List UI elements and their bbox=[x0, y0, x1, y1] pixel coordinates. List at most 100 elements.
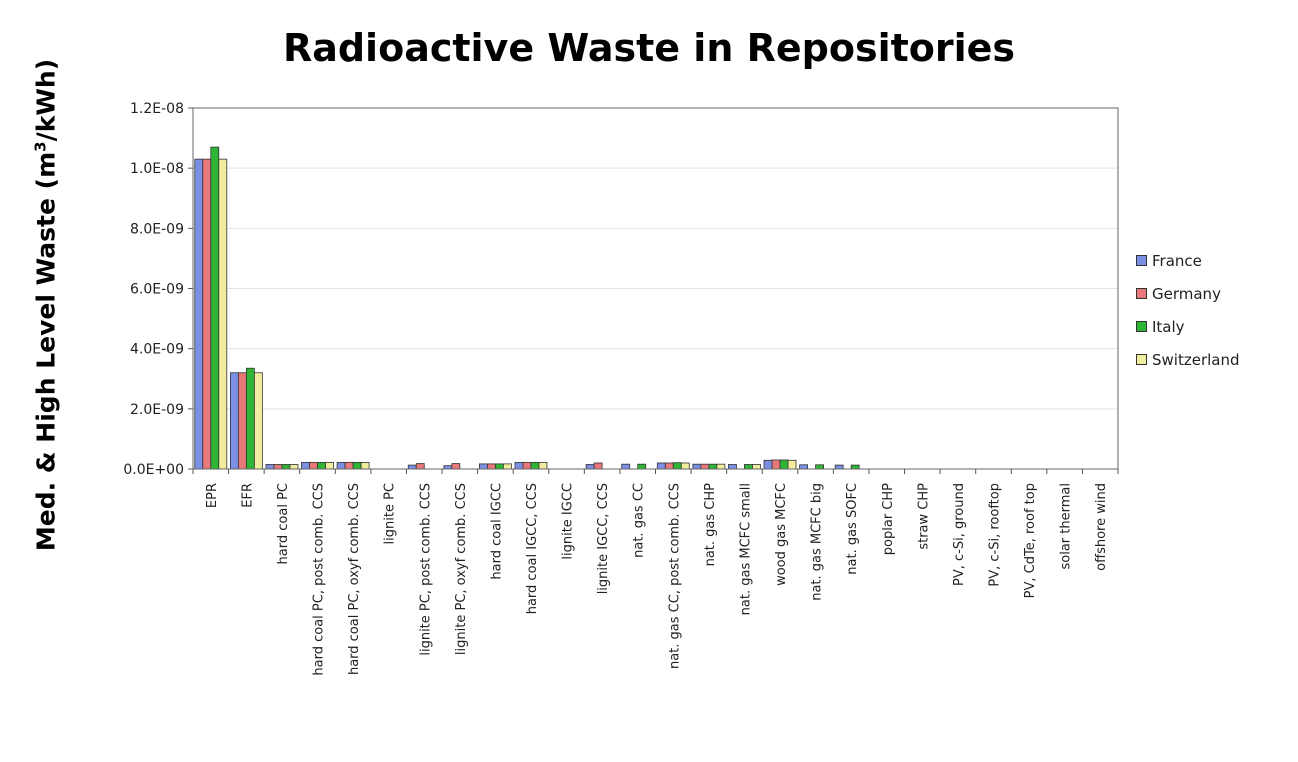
bar-switzerland bbox=[787, 459, 797, 470]
bar-france bbox=[229, 372, 239, 470]
x-tick-label: lignite IGCC bbox=[561, 483, 576, 560]
bar-france bbox=[407, 464, 417, 470]
x-tick-label: poplar CHP bbox=[881, 483, 896, 555]
y-tick-label: 2.0E-09 bbox=[130, 402, 184, 418]
legend-item: Italy bbox=[1136, 310, 1240, 343]
x-tick-label: straw CHP bbox=[916, 483, 931, 550]
y-tick-label: 4.0E-09 bbox=[130, 342, 184, 358]
x-tick-label: solar thermal bbox=[1059, 483, 1074, 569]
bar-italy bbox=[317, 461, 326, 470]
x-tick-label: hard coal IGCC bbox=[489, 483, 504, 580]
bar-italy bbox=[637, 463, 647, 470]
legend-swatch bbox=[1136, 354, 1147, 365]
bar-france bbox=[656, 462, 666, 470]
legend-swatch bbox=[1136, 288, 1147, 299]
bar-germany bbox=[344, 461, 354, 470]
bar-italy bbox=[708, 463, 718, 470]
x-tick-label: wood gas MCFC bbox=[774, 483, 789, 586]
x-tick-label: EPR bbox=[205, 483, 220, 508]
bar-switzerland bbox=[503, 463, 512, 470]
bar-italy bbox=[744, 464, 753, 470]
bar-germany bbox=[415, 463, 425, 470]
legend-label: Germany bbox=[1152, 284, 1221, 303]
x-tick-label: hard coal PC bbox=[276, 483, 291, 564]
y-tick-label: 6.0E-09 bbox=[130, 282, 184, 298]
bar-germany bbox=[237, 372, 247, 470]
bar-germany bbox=[700, 463, 710, 470]
bar-switzerland bbox=[680, 462, 690, 470]
y-tick-label: 0.0E+00 bbox=[123, 462, 184, 478]
x-tick-label: PV, c-Si, ground bbox=[952, 483, 967, 586]
bar-germany bbox=[202, 158, 212, 470]
bar-germany bbox=[664, 462, 674, 470]
bar-france bbox=[265, 464, 275, 470]
x-axis-ticks: EPR EFR hard coal PC hard coal PC, post com… bbox=[192, 469, 1119, 676]
bar-france bbox=[763, 459, 773, 470]
bar-france bbox=[692, 463, 702, 470]
x-tick-label: lignite PC bbox=[383, 483, 398, 544]
bar-france bbox=[621, 463, 631, 470]
x-tick-label: offshore wind bbox=[1094, 483, 1109, 571]
x-tick-label: lignite PC, oxyf comb. CCS bbox=[454, 483, 469, 655]
bar-france bbox=[301, 461, 310, 470]
x-tick-label: PV, CdTe, roof top bbox=[1023, 483, 1038, 598]
legend-label: Italy bbox=[1152, 317, 1185, 336]
bar-switzerland bbox=[538, 461, 548, 470]
bar-italy bbox=[352, 461, 362, 470]
bar-germany bbox=[771, 459, 781, 470]
x-tick-label: lignite PC, post comb. CCS bbox=[418, 483, 433, 656]
bar-italy bbox=[850, 464, 860, 470]
bar-italy bbox=[530, 461, 540, 470]
bar-italy bbox=[210, 146, 220, 470]
x-tick-label: PV, c-Si, rooftop bbox=[987, 483, 1002, 587]
x-tick-label: nat. gas CC, post comb. CCS bbox=[667, 483, 682, 669]
bar-france bbox=[336, 461, 346, 470]
bar-italy bbox=[815, 464, 824, 470]
legend-item: Switzerland bbox=[1136, 343, 1240, 376]
bar-france bbox=[585, 464, 595, 470]
legend-swatch bbox=[1136, 321, 1147, 332]
bar-germany bbox=[593, 462, 603, 470]
bar-switzerland bbox=[218, 158, 228, 470]
bar-italy bbox=[779, 459, 789, 470]
bar-france bbox=[728, 464, 737, 470]
legend: France Germany Italy Switzerland bbox=[1136, 244, 1240, 376]
bar-france bbox=[479, 463, 488, 470]
bar-italy bbox=[281, 464, 291, 470]
bar-italy bbox=[245, 367, 255, 470]
legend-swatch bbox=[1136, 255, 1147, 266]
bar-germany bbox=[522, 461, 532, 470]
bar-france bbox=[194, 158, 204, 470]
y-tick-label: 1.2E-08 bbox=[130, 101, 184, 117]
bar-italy bbox=[672, 462, 682, 470]
bar-switzerland bbox=[716, 463, 726, 470]
bar-switzerland bbox=[289, 464, 299, 470]
bar-switzerland bbox=[360, 461, 370, 470]
y-tick-label: 8.0E-09 bbox=[130, 221, 184, 237]
bar-switzerland bbox=[253, 372, 263, 470]
y-axis-ticks: 0.0E+00 2.0E-09 4.0E-09 6.0E-09 8.0E-09 1.0E-… bbox=[123, 101, 193, 478]
legend-item: Germany bbox=[1136, 277, 1240, 310]
gridlines bbox=[193, 107, 1118, 410]
bar-germany bbox=[451, 463, 461, 470]
x-tick-label: hard coal PC, oxyf comb. CCS bbox=[347, 483, 362, 675]
bar-germany bbox=[273, 464, 283, 470]
bar-france bbox=[799, 464, 808, 470]
x-tick-label: EFR bbox=[240, 483, 255, 508]
bar-france bbox=[834, 464, 844, 470]
legend-label: France bbox=[1152, 251, 1202, 270]
chart-title: Radioactive Waste in Repositories bbox=[282, 26, 1016, 70]
x-tick-label: nat. gas SOFC bbox=[845, 483, 860, 575]
x-tick-label: hard coal IGCC, CCS bbox=[525, 483, 540, 614]
bar-switzerland bbox=[752, 464, 761, 470]
bar-switzerland bbox=[325, 461, 334, 470]
x-tick-label: nat. gas MCFC small bbox=[738, 483, 753, 615]
bar-germany bbox=[309, 461, 318, 470]
legend-item: France bbox=[1136, 244, 1240, 277]
x-tick-label: nat. gas CC bbox=[632, 483, 647, 558]
x-tick-label: lignite IGCC, CCS bbox=[596, 483, 611, 594]
bar-france bbox=[514, 461, 524, 470]
legend-label: Switzerland bbox=[1152, 350, 1240, 369]
